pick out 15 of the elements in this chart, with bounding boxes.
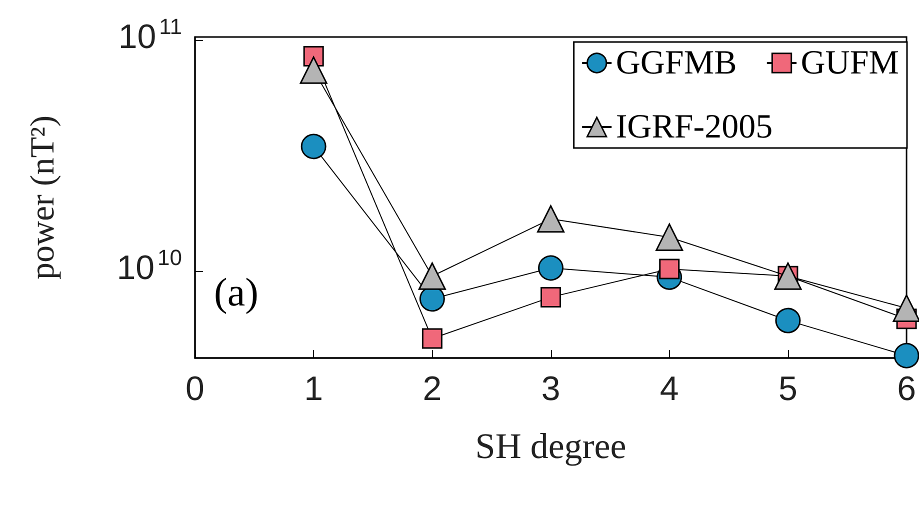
x-tick-label: 5 xyxy=(778,370,798,408)
annotation: (a) xyxy=(214,270,258,314)
x-tick-label: 2 xyxy=(422,370,442,408)
y-tick-label: 10$^{10}$ xyxy=(116,244,182,289)
x-tick-label: 6 xyxy=(897,370,916,408)
x-tick-label: 0 xyxy=(186,370,204,408)
x-axis-title: SH degree xyxy=(475,426,626,466)
legend-label: GUFM xyxy=(800,44,899,82)
legend-label: GGFMB xyxy=(616,44,737,82)
y-tick-label: 10$^{11}$ xyxy=(118,14,182,58)
y-axis-title: power (nT²) xyxy=(24,115,62,280)
x-tick-label: 1 xyxy=(304,370,324,408)
x-tick-label: 4 xyxy=(660,370,679,408)
legend-label: IGRF-2005 xyxy=(616,108,773,146)
x-tick-label: 3 xyxy=(541,370,560,408)
